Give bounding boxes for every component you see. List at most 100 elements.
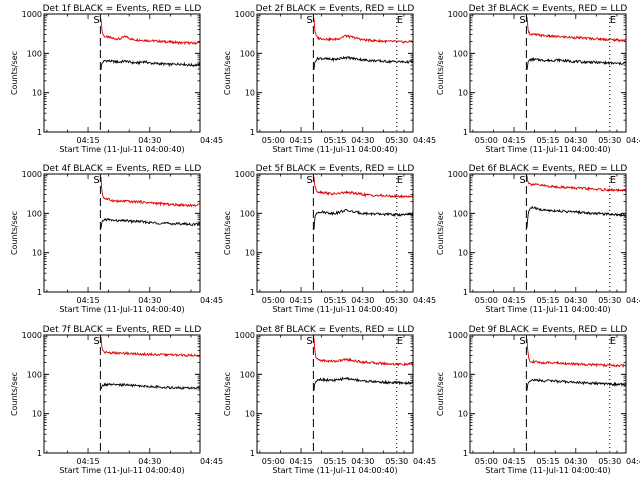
plot-frame [43, 173, 201, 293]
y-tick-label: 100 [453, 209, 468, 218]
x-tick-label: 05:30 [385, 296, 408, 305]
y-tick-label: 1 [37, 288, 42, 297]
x-tick-label: 04:30 [564, 296, 587, 305]
x-axis-label: Start Time (11-Jul-11 04:00:40) [485, 145, 610, 154]
x-tick-label: 04:45 [626, 296, 640, 305]
y-tick-label: 1000 [448, 170, 468, 179]
y-axis-label: Counts/sec [436, 372, 445, 416]
x-tick-label: 05:30 [385, 457, 408, 466]
x-tick-label: 04:45 [626, 457, 640, 466]
lld-rate-line [100, 19, 201, 46]
x-axis-label: Start Time (11-Jul-11 04:00:40) [272, 466, 397, 475]
start-marker-label: S [93, 15, 99, 26]
y-axis-label: Counts/sec [436, 51, 445, 95]
y-tick-label: 1000 [235, 170, 255, 179]
y-tick-label: 10 [245, 410, 255, 419]
y-tick-label: 1000 [22, 10, 42, 19]
y-tick-label: 100 [27, 209, 42, 218]
x-tick-label: 05:00 [475, 296, 498, 305]
start-marker-label: S [306, 175, 312, 186]
x-tick-label: 05:00 [262, 457, 285, 466]
x-tick-label: 04:45 [200, 136, 223, 145]
y-tick-label: 1 [250, 128, 255, 137]
x-axis-label: Start Time (11-Jul-11 04:00:40) [59, 145, 184, 154]
x-tick-label: 04:15 [503, 296, 526, 305]
y-tick-label: 100 [240, 209, 255, 218]
x-tick-label: 05:15 [536, 296, 559, 305]
x-tick-label: 04:45 [200, 457, 223, 466]
y-tick-label: 10 [32, 410, 42, 419]
y-tick-label: 1 [250, 449, 255, 458]
y-axis-label: Counts/sec [223, 51, 232, 95]
lld-rate-line [100, 337, 201, 358]
y-tick-label: 1 [250, 288, 255, 297]
start-marker-label: S [306, 15, 312, 26]
events-rate-line [313, 209, 414, 230]
x-tick-label: 04:15 [77, 457, 100, 466]
end-marker-label: E [610, 15, 616, 26]
panel-title: Det 9f BLACK = Events, RED = LLD [469, 325, 628, 335]
x-tick-label: 04:45 [413, 457, 436, 466]
y-tick-label: 10 [458, 89, 468, 98]
end-marker-label: E [610, 175, 616, 186]
y-tick-label: 100 [453, 49, 468, 58]
y-tick-label: 100 [240, 49, 255, 58]
panel-title: Det 2f BLACK = Events, RED = LLD [256, 4, 415, 14]
x-axis-label: Start Time (11-Jul-11 04:00:40) [59, 466, 184, 475]
y-axis-label: Counts/sec [10, 51, 19, 95]
x-tick-label: 05:15 [323, 296, 346, 305]
x-tick-label: 04:30 [138, 296, 161, 305]
y-axis-label: Counts/sec [10, 372, 19, 416]
y-tick-label: 1 [37, 449, 42, 458]
x-tick-label: 04:15 [503, 136, 526, 145]
lld-rate-line [526, 16, 627, 43]
events-rate-line [100, 217, 201, 229]
x-tick-label: 04:30 [138, 457, 161, 466]
lld-rate-line [313, 176, 414, 199]
x-tick-label: 04:45 [413, 296, 436, 305]
start-marker-label: S [519, 175, 525, 186]
plot-frame [43, 13, 201, 133]
y-tick-label: 1 [463, 449, 468, 458]
end-marker-label: E [397, 336, 403, 347]
y-tick-label: 1000 [448, 331, 468, 340]
y-tick-label: 10 [32, 89, 42, 98]
x-tick-label: 04:30 [138, 136, 161, 145]
lld-rate-line [313, 338, 414, 367]
panel-title: Det 3f BLACK = Events, RED = LLD [469, 4, 628, 14]
plot-frame [469, 334, 627, 454]
y-tick-label: 1 [463, 128, 468, 137]
x-tick-label: 05:15 [323, 136, 346, 145]
y-tick-label: 1 [463, 288, 468, 297]
x-tick-label: 04:30 [351, 457, 374, 466]
x-tick-label: 05:30 [385, 136, 408, 145]
x-tick-label: 04:15 [77, 296, 100, 305]
x-tick-label: 04:15 [503, 457, 526, 466]
x-tick-label: 04:30 [564, 136, 587, 145]
start-marker-label: S [519, 336, 525, 347]
y-tick-label: 1000 [22, 331, 42, 340]
events-rate-line [526, 378, 627, 391]
y-tick-label: 1 [37, 128, 42, 137]
y-tick-label: 10 [32, 249, 42, 258]
x-tick-label: 05:00 [475, 457, 498, 466]
y-axis-label: Counts/sec [223, 372, 232, 416]
panel-title: Det 6f BLACK = Events, RED = LLD [469, 164, 628, 174]
panel-title: Det 5f BLACK = Events, RED = LLD [256, 164, 415, 174]
plot-frame [43, 334, 201, 454]
x-tick-label: 04:15 [77, 136, 100, 145]
events-rate-line [526, 205, 627, 228]
x-tick-label: 05:30 [598, 457, 621, 466]
lld-rate-line [526, 338, 627, 369]
events-rate-line [313, 376, 414, 391]
x-tick-label: 05:15 [536, 136, 559, 145]
x-tick-label: 05:00 [262, 136, 285, 145]
x-tick-label: 05:00 [262, 296, 285, 305]
